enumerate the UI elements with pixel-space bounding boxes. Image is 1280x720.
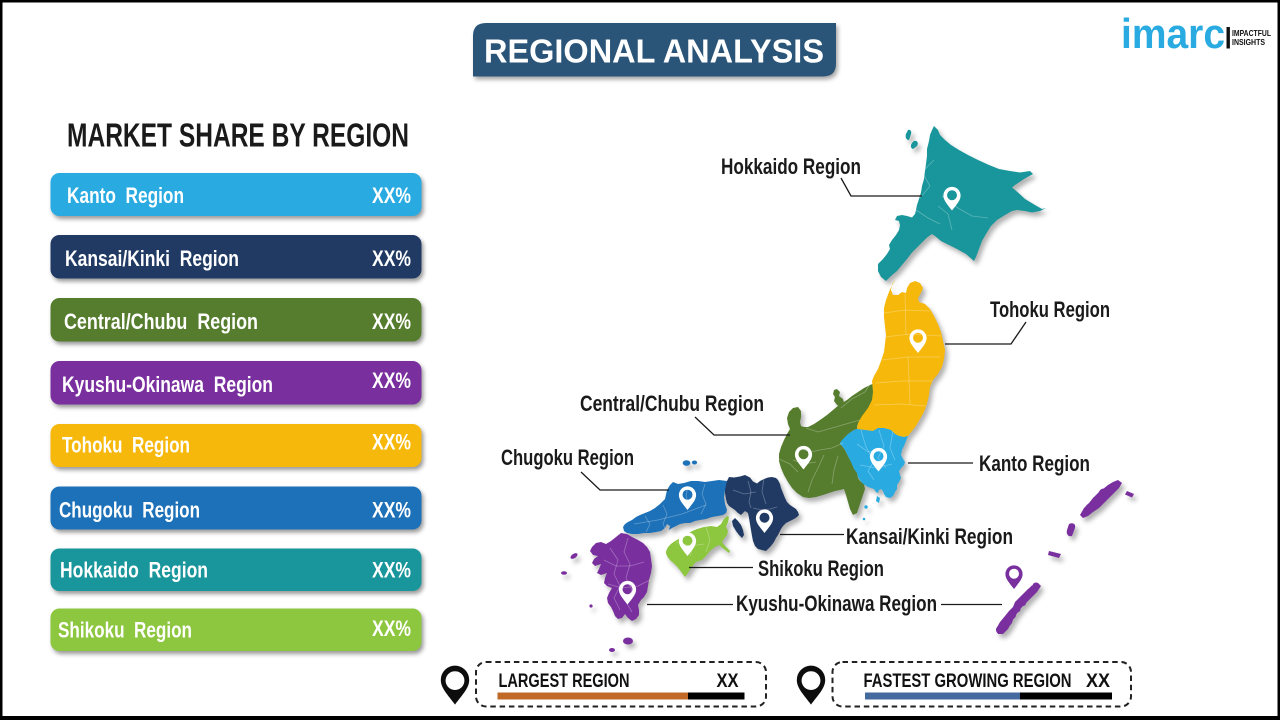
svg-text:XX%: XX% [372, 558, 411, 583]
svg-text:XX%: XX% [372, 246, 411, 271]
svg-text:XX: XX [717, 671, 739, 692]
svg-text:Hokkaido Region: Hokkaido Region [60, 558, 208, 583]
svg-text:Kyushu-Okinawa Region: Kyushu-Okinawa Region [736, 591, 937, 616]
svg-text:Hokkaido Region: Hokkaido Region [721, 154, 861, 179]
svg-text:Kanto Region: Kanto Region [979, 451, 1090, 476]
svg-text:XX: XX [1086, 671, 1110, 692]
svg-text:Kansai/Kinki Region: Kansai/Kinki Region [65, 246, 239, 271]
svg-text:Chugoku Region: Chugoku Region [59, 498, 200, 523]
svg-text:FASTEST GROWING REGION: FASTEST GROWING REGION [864, 671, 1072, 692]
svg-text:Kyushu-Okinawa Region: Kyushu-Okinawa Region [62, 372, 273, 397]
svg-text:imarc: imarc [1121, 10, 1225, 57]
svg-text:Central/Chubu Region: Central/Chubu Region [580, 391, 764, 416]
svg-text:LARGEST REGION: LARGEST REGION [499, 671, 630, 692]
svg-text:XX%: XX% [372, 183, 411, 208]
svg-text:REGIONAL ANALYSIS: REGIONAL ANALYSIS [484, 33, 824, 70]
svg-text:Kanto Region: Kanto Region [67, 183, 184, 208]
svg-text:Shikoku Region: Shikoku Region [758, 556, 884, 581]
svg-text:Central/Chubu Region: Central/Chubu Region [64, 309, 258, 334]
svg-text:XX%: XX% [372, 430, 411, 455]
svg-text:XX%: XX% [372, 498, 411, 523]
svg-text:Kansai/Kinki Region: Kansai/Kinki Region [846, 524, 1013, 549]
svg-text:IMPACTFUL: IMPACTFUL [1232, 28, 1271, 38]
svg-text:Chugoku Region: Chugoku Region [501, 445, 634, 470]
svg-text:Tohoku Region: Tohoku Region [62, 433, 190, 458]
svg-text:XX%: XX% [372, 309, 411, 334]
svg-text:MARKET SHARE BY REGION: MARKET SHARE BY REGION [67, 117, 409, 154]
svg-text:Shikoku Region: Shikoku Region [58, 618, 192, 643]
svg-text:XX%: XX% [372, 368, 411, 393]
svg-text:INSIGHTS: INSIGHTS [1232, 37, 1265, 47]
svg-text:Tohoku Region: Tohoku Region [990, 297, 1110, 322]
svg-text:XX%: XX% [372, 616, 411, 641]
